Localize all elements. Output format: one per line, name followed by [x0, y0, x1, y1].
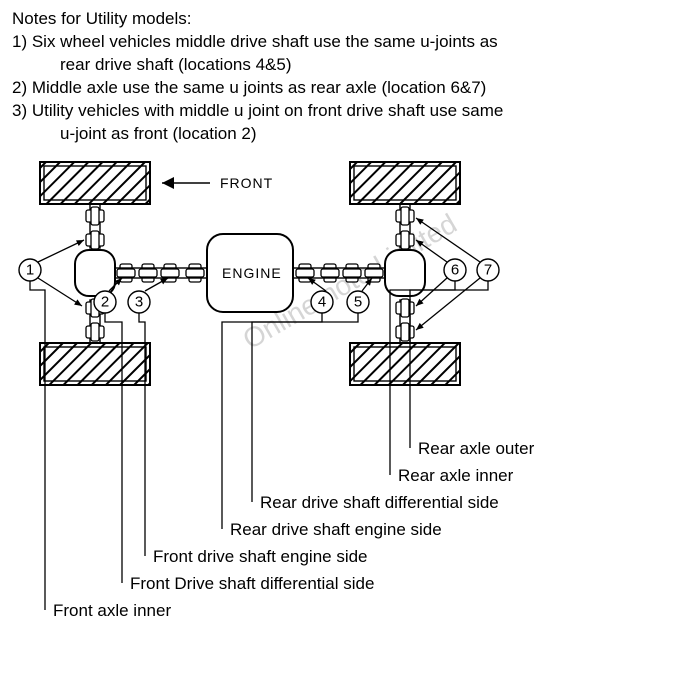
callout-number-3: 3: [135, 293, 143, 310]
callout-number-6: 6: [451, 261, 459, 278]
callout-number-4: 4: [318, 293, 326, 310]
callout-label-2: Front Drive shaft differential side: [130, 574, 374, 593]
notes-line3b: u-joint as front (location 2): [12, 123, 688, 146]
tire-rear-left: [350, 162, 460, 204]
callout-number-2: 2: [101, 293, 109, 310]
tire-front-left: [40, 162, 150, 204]
callout-number-1: 1: [26, 261, 34, 278]
notes-line1b: rear drive shaft (locations 4&5): [12, 54, 688, 77]
notes-line3a: 3) Utility vehicles with middle u joint …: [12, 100, 688, 123]
front-arrow: FRONT: [162, 175, 273, 191]
rear-differential: [385, 250, 425, 296]
notes-block: Notes for Utility models: 1) Six wheel v…: [0, 0, 700, 150]
notes-title: Notes for Utility models:: [12, 8, 688, 31]
callout-label-5: Rear drive shaft differential side: [260, 493, 499, 512]
callout-number-5: 5: [354, 293, 362, 310]
front-differential: [75, 250, 115, 296]
callout-label-3: Front drive shaft engine side: [153, 547, 368, 566]
notes-line2: 2) Middle axle use the same u joints as …: [12, 77, 688, 100]
callout-label-6: Rear axle inner: [398, 466, 514, 485]
engine-label: ENGINE: [222, 265, 282, 281]
tire-rear-right: [350, 343, 460, 385]
driveline-diagram: Onlinemoto Limited ENGINE: [0, 150, 700, 690]
callout-number-7: 7: [484, 261, 492, 278]
front-label: FRONT: [220, 175, 273, 191]
callout-label-4: Rear drive shaft engine side: [230, 520, 442, 539]
notes-line1a: 1) Six wheel vehicles middle drive shaft…: [12, 31, 688, 54]
callout-label-7: Rear axle outer: [418, 439, 535, 458]
callout-label-1: Front axle inner: [53, 601, 171, 620]
tire-front-right: [40, 343, 150, 385]
callout-labels: Front axle inner Front Drive shaft differ…: [53, 439, 535, 620]
